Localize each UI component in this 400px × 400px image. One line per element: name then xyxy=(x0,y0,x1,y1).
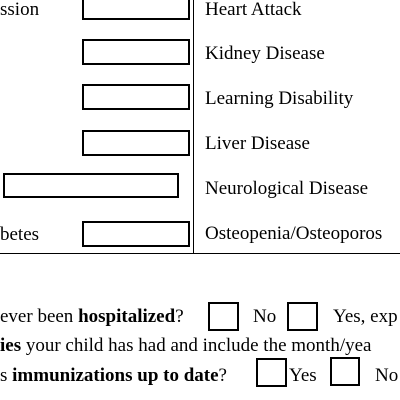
condition-osteopenia: Osteopenia/Osteoporos xyxy=(205,223,383,244)
question-illnesses: ies your child has had and include the m… xyxy=(0,336,371,355)
question-hospitalized-suffix: ? xyxy=(175,306,184,327)
question-immunizations-keyword: immunizations up to date xyxy=(12,365,219,386)
immunizations-yes-label: Yes xyxy=(289,365,317,386)
condition-input-left-5[interactable] xyxy=(3,173,179,198)
hospitalized-yes-checkbox[interactable] xyxy=(287,302,318,331)
question-hospitalized-prefix: ever been xyxy=(0,306,79,327)
condition-liver-disease: Liver Disease xyxy=(205,133,310,154)
condition-input-left-3[interactable] xyxy=(82,84,190,110)
question-hospitalized: ever been hospitalized? xyxy=(0,307,184,326)
condition-input-left-6[interactable] xyxy=(82,221,190,247)
condition-input-left-2[interactable] xyxy=(82,39,190,65)
question-immunizations-prefix: s xyxy=(0,365,13,386)
condition-input-left-1[interactable] xyxy=(82,0,190,20)
question-illnesses-text: your child has had and include the month… xyxy=(21,335,372,356)
question-immunizations-suffix: ? xyxy=(218,365,227,386)
hospitalized-no-label: No xyxy=(253,306,277,327)
immunizations-yes-checkbox[interactable] xyxy=(256,358,287,387)
question-illnesses-keyword: ies xyxy=(0,335,22,356)
condition-heart-attack: Heart Attack xyxy=(205,0,302,20)
table-column-divider xyxy=(193,0,194,254)
hospitalized-yes-label: Yes, exp xyxy=(333,306,398,327)
immunizations-no-checkbox[interactable] xyxy=(330,357,360,386)
condition-label-left-6: betes xyxy=(0,224,40,245)
question-hospitalized-keyword: hospitalized xyxy=(78,306,176,327)
condition-kidney-disease: Kidney Disease xyxy=(205,43,325,64)
question-immunizations: s immunizations up to date? xyxy=(0,366,227,385)
table-bottom-border xyxy=(0,253,400,254)
hospitalized-no-checkbox[interactable] xyxy=(208,302,239,331)
condition-learning-disability: Learning Disability xyxy=(205,88,354,109)
immunizations-no-label: No xyxy=(375,365,399,386)
condition-label-left-1: ssion xyxy=(0,0,40,20)
condition-input-left-4[interactable] xyxy=(82,130,190,156)
condition-neurological-disease: Neurological Disease xyxy=(205,178,369,199)
